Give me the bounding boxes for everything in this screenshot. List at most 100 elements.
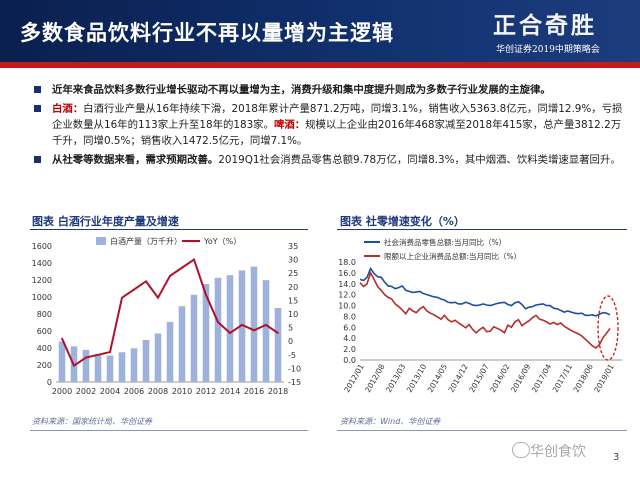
y-right-tick-label: 25 [288, 269, 298, 278]
bar [94, 353, 102, 382]
x-tick-label: 2002 [76, 387, 96, 396]
yoy-point [241, 324, 243, 326]
bullet-square-icon [34, 105, 41, 112]
y-right-tick-label: 10 [288, 310, 298, 319]
yoy-point [169, 275, 171, 277]
bullet-item: 从社零等数据来看，需求预期改善。2019Q1社会消费品零售总额9.78万亿，同增… [30, 152, 628, 168]
bullet-item: 近年来食品饮料多数行业增长驱动不再以量增为主，消费升级和集中度提升则成为多数子行… [30, 82, 628, 98]
bar [262, 280, 270, 382]
bar [274, 307, 282, 382]
y-right-tick-label: 20 [288, 283, 298, 292]
beer-label: 啤酒： [273, 119, 306, 131]
y-tick-label: 4.0 [343, 334, 356, 343]
right-chart-title: 图表 社零增速变化（%） [340, 215, 465, 228]
right-chart-rule [337, 229, 627, 230]
bar [130, 348, 138, 382]
series-line [359, 270, 611, 350]
y-left-tick-label: 200 [37, 361, 52, 370]
yoy-point [73, 364, 75, 367]
yoy-point [217, 321, 219, 323]
legend-label-line: YoY（%） [203, 237, 241, 246]
y-left-tick-label: 1000 [32, 293, 52, 302]
y-right-tick-label: -15 [288, 378, 301, 387]
x-tick-label: 2016 [244, 387, 264, 396]
y-tick-label: 10.0 [338, 302, 356, 311]
bar [142, 340, 150, 382]
y-tick-label: 2.0 [343, 345, 356, 354]
bar [226, 275, 234, 382]
bullet-bold-text: 近年来食品饮料多数行业增长驱动不再以量增为主，消费升级和集中度提升则成为多数子行… [52, 84, 551, 96]
brand-slogan: 正合奇胜 [493, 12, 597, 39]
highlight-ellipse [597, 295, 619, 361]
x-tick-label: 2014 [220, 387, 240, 396]
y-left-tick-label: 1400 [32, 259, 52, 268]
yoy-point [205, 294, 207, 296]
bar [190, 294, 198, 382]
bar [178, 306, 186, 382]
y-left-tick-label: 1600 [32, 242, 52, 251]
y-tick-label: 0.0 [343, 356, 356, 365]
bullet-list: 近年来食品饮料多数行业增长驱动不再以量增为主，消费升级和集中度提升则成为多数子行… [30, 82, 628, 171]
legend-swatch-bar [96, 237, 106, 245]
bullet-square-icon [34, 86, 41, 93]
baijiu-text: 白酒行业产量从16年持续下滑，2018年累计产量871.2万吨，同增3.1%，销… [52, 103, 623, 131]
bar [250, 266, 258, 382]
right-chart: 0.02.04.06.08.010.012.014.016.018.02012/… [338, 237, 622, 394]
bar [238, 270, 246, 382]
yoy-point [253, 329, 255, 332]
y-left-tick-label: 400 [37, 344, 52, 353]
bar [202, 283, 210, 382]
yoy-point [265, 324, 267, 326]
yoy-point [97, 354, 99, 356]
left-source-rule [30, 430, 308, 431]
yoy-point [61, 337, 63, 340]
yoy-point [277, 332, 279, 334]
y-left-tick-label: 1200 [32, 276, 52, 285]
bullet-bold-text: 从社零等数据来看，需求预期改善。 [52, 154, 219, 166]
y-left-tick-label: 800 [37, 310, 52, 319]
yoy-point [85, 356, 87, 359]
yoy-point [133, 288, 135, 291]
bar [154, 333, 162, 382]
y-tick-label: 18.0 [338, 258, 356, 267]
y-right-tick-label: -5 [288, 351, 296, 360]
x-tick-label: 2012 [196, 387, 216, 396]
y-tick-label: 14.0 [338, 280, 356, 289]
left-chart-title: 图表 白酒行业年度产量及增速 [32, 215, 179, 228]
bar [106, 355, 114, 382]
yoy-point [109, 351, 111, 353]
legend-label-bar: 白酒产量（万千升） [110, 236, 182, 246]
y-tick-label: 16.0 [338, 269, 356, 278]
left-chart: 0 200 400 600 800 1000 1200 1400 1600 -15 -10 -5 0 5 1… [32, 236, 301, 396]
x-tick-label: 2008 [148, 387, 168, 396]
bar [214, 277, 222, 382]
right-source-rule [337, 430, 627, 431]
y-tick-label: 6.0 [343, 323, 356, 332]
yoy-point [121, 296, 123, 299]
y-right-tick-label: -10 [288, 364, 301, 373]
page-title: 多数食品饮料行业不再以量增为主逻辑 [20, 21, 394, 45]
bar [118, 352, 126, 382]
y-left-tick-label: 0 [47, 378, 52, 387]
y-right-tick-label: 35 [288, 242, 298, 251]
yoy-point [229, 332, 231, 334]
watermark: 华创食饮 [530, 444, 586, 460]
left-chart-source: 资料来源：国家统计局、华创证券 [32, 417, 152, 426]
legend-label: 社会消费品零售总额:当月同比（%） [384, 237, 506, 247]
y-tick-label: 8.0 [343, 312, 356, 321]
x-tick-label: 2006 [124, 387, 144, 396]
header-bar: 多数食品饮料行业不再以量增为主逻辑 正合奇胜 华创证券2019中期策略会 [0, 0, 640, 62]
accent-divider [0, 62, 640, 68]
y-left-tick-label: 600 [37, 327, 52, 336]
page-number: 3 [613, 452, 620, 463]
x-tick-label: 2004 [100, 387, 120, 396]
bar [82, 349, 90, 382]
series-line [359, 266, 611, 317]
x-tick-label: 2000 [52, 387, 72, 396]
y-right-tick-label: 15 [288, 296, 298, 305]
brand-subtitle: 华创证券2019中期策略会 [496, 45, 600, 55]
x-tick-label: 2018 [268, 387, 288, 396]
bullet-text: 2019Q1社会消费品零售总额9.78万亿，同增8.3%，其中烟酒、饮料类增速显… [218, 154, 621, 166]
y-tick-label: 12.0 [338, 291, 356, 300]
yoy-point [181, 266, 183, 269]
